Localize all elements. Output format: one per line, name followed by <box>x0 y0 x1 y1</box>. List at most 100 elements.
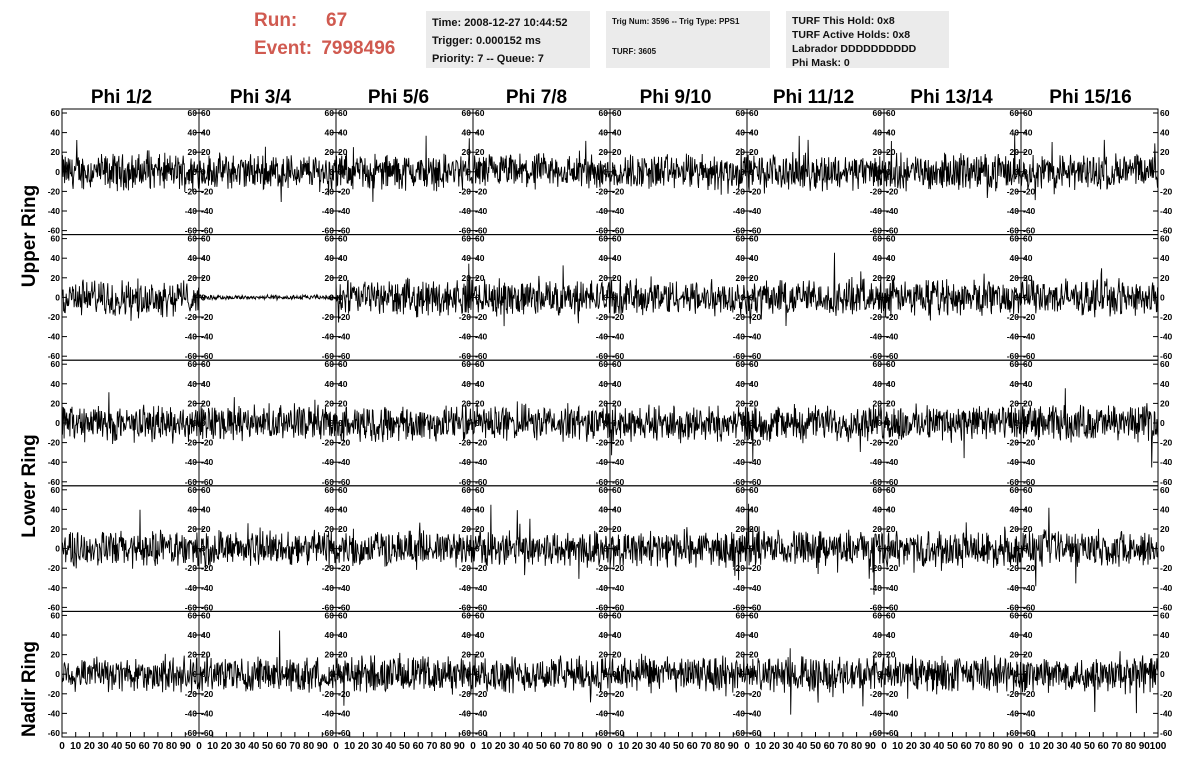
y-tick-label: -20 <box>1023 689 1036 699</box>
y-tick-label: 20 <box>1010 273 1020 283</box>
y-tick-label: -40 <box>596 206 609 216</box>
y-tick-label: 40 <box>1023 630 1033 640</box>
y-tick-label: 60 <box>325 610 335 620</box>
waveform-trace-r0-c2 <box>335 135 474 202</box>
y-tick-label: 40 <box>612 128 622 138</box>
y-tick-label: 20 <box>338 398 348 408</box>
y-tick-label: -40 <box>201 708 214 718</box>
y-tick-label: -20 <box>596 689 609 699</box>
y-tick-label: -20 <box>1160 438 1173 448</box>
column-header-phi-11-12: Phi 11/12 <box>772 87 855 108</box>
y-tick-label: -20 <box>612 312 625 322</box>
priority-line: Priority: 7 -- Queue: 7 <box>432 53 544 65</box>
y-tick-label: -20 <box>201 438 214 448</box>
y-tick-label: 60 <box>1023 485 1033 495</box>
y-tick-label: -40 <box>733 332 746 342</box>
y-tick-label: -20 <box>886 312 899 322</box>
y-tick-label: -60 <box>1160 602 1173 612</box>
y-tick-label: -20 <box>185 186 198 196</box>
x-tick-label: 30 <box>783 741 795 752</box>
y-tick-label: 0 <box>329 544 334 554</box>
y-tick-label: -20 <box>48 312 61 322</box>
y-tick-label: 40 <box>475 128 485 138</box>
y-tick-label: 20 <box>1023 650 1033 660</box>
y-tick-label: -40 <box>1160 457 1173 467</box>
y-tick-label: -40 <box>185 457 198 467</box>
y-tick-label: -60 <box>1007 226 1020 236</box>
waveform-trace-r1-c5 <box>746 252 885 327</box>
x-tick-label: 60 <box>276 741 288 752</box>
y-tick-label: 60 <box>188 234 198 244</box>
y-tick-label: -60 <box>459 226 472 236</box>
x-tick-label: 30 <box>646 741 658 752</box>
y-tick-label: -40 <box>749 708 762 718</box>
y-tick-label: -60 <box>612 351 625 361</box>
y-tick-label: 60 <box>886 359 896 369</box>
y-tick-label: 20 <box>462 147 472 157</box>
y-tick-label: 20 <box>201 398 211 408</box>
x-tick-label: 50 <box>125 741 137 752</box>
y-tick-label: -60 <box>185 602 198 612</box>
labrador-line: Labrador DDDDDDDDDD <box>792 43 917 55</box>
y-tick-label: 20 <box>1160 147 1170 157</box>
y-tick-label: -20 <box>475 312 488 322</box>
y-tick-label: -40 <box>612 206 625 216</box>
y-tick-label: 20 <box>599 273 609 283</box>
x-tick-label: 70 <box>1111 741 1123 752</box>
y-tick-label: 0 <box>603 544 608 554</box>
y-tick-label: 20 <box>462 398 472 408</box>
y-tick-label: 60 <box>475 234 485 244</box>
y-tick-label: -60 <box>1160 351 1173 361</box>
y-tick-label: 20 <box>886 398 896 408</box>
y-tick-label: -60 <box>886 602 899 612</box>
y-tick-label: 20 <box>51 650 61 660</box>
y-tick-label: 40 <box>1010 253 1020 263</box>
y-tick-label: -60 <box>475 602 488 612</box>
y-tick-label: 40 <box>599 128 609 138</box>
y-tick-label: -20 <box>1007 186 1020 196</box>
y-tick-label: 40 <box>1023 504 1033 514</box>
y-tick-label: -60 <box>886 226 899 236</box>
y-tick-label: 60 <box>462 234 472 244</box>
y-tick-label: -60 <box>733 728 746 738</box>
y-tick-label: -40 <box>886 206 899 216</box>
y-tick-label: -40 <box>886 332 899 342</box>
y-tick-label: 20 <box>873 524 883 534</box>
y-tick-label: 20 <box>1010 147 1020 157</box>
y-tick-label: -40 <box>338 583 351 593</box>
y-tick-label: 60 <box>749 485 759 495</box>
y-tick-label: 40 <box>1160 253 1170 263</box>
y-tick-label: 20 <box>475 650 485 660</box>
y-tick-label: -60 <box>596 602 609 612</box>
y-tick-label: -20 <box>459 312 472 322</box>
y-tick-label: 40 <box>1010 128 1020 138</box>
y-tick-label: 60 <box>736 359 746 369</box>
x-tick-label: 50 <box>810 741 822 752</box>
y-tick-label: 40 <box>749 504 759 514</box>
y-tick-label: 40 <box>1160 128 1170 138</box>
y-tick-label: -20 <box>322 689 335 699</box>
y-tick-label: 40 <box>749 253 759 263</box>
trig-num-line: Trig Num: 3596 -- Trig Type: PPS1 <box>612 17 740 26</box>
x-tick-label: 80 <box>988 741 1000 752</box>
y-tick-label: 40 <box>1010 630 1020 640</box>
waveform-trace-r1-c2 <box>335 263 474 323</box>
y-tick-label: 40 <box>51 630 61 640</box>
y-tick-label: 40 <box>325 253 335 263</box>
y-tick-label: 0 <box>740 167 745 177</box>
y-tick-label: -40 <box>185 708 198 718</box>
x-tick-label: 90 <box>865 741 877 752</box>
y-tick-label: -20 <box>596 312 609 322</box>
y-tick-label: 40 <box>599 504 609 514</box>
y-tick-label: 60 <box>873 610 883 620</box>
y-tick-label: -60 <box>1007 477 1020 487</box>
waveform-trace-r0-c1 <box>198 146 337 203</box>
y-tick-label: -40 <box>1023 332 1036 342</box>
phi-mask-line: Phi Mask: 0 <box>792 57 850 69</box>
y-tick-label: -60 <box>459 351 472 361</box>
y-tick-label: -60 <box>338 226 351 236</box>
waveform-trace-r2-c5 <box>746 403 885 462</box>
y-tick-label: 20 <box>599 147 609 157</box>
y-tick-label: -20 <box>201 563 214 573</box>
y-tick-label: -60 <box>1023 602 1036 612</box>
